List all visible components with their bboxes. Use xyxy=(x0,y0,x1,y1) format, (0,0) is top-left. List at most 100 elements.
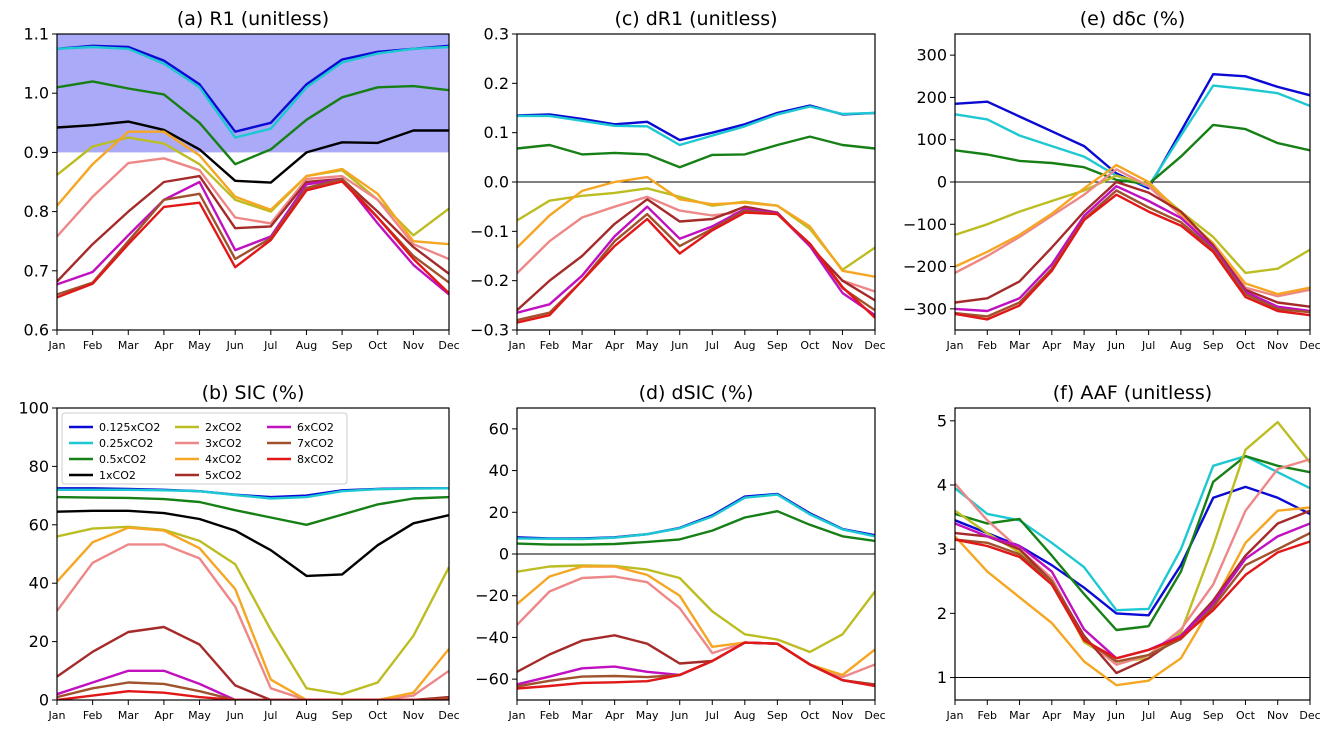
x-tick-label: Nov xyxy=(403,709,425,722)
plot-area xyxy=(955,420,1310,687)
y-tick-label: −0.3 xyxy=(470,321,509,340)
y-tick-label: 60 xyxy=(489,419,509,438)
legend: 0.125xCO2 0.25xCO2 0.5xCO2 1xCO2 2xCO2 3xCO2 4… xyxy=(61,412,348,485)
series-line-8xCO2 xyxy=(955,193,1310,321)
x-tick-label: Mar xyxy=(572,709,593,722)
x-tick-label: May xyxy=(1073,339,1096,352)
plot-area xyxy=(57,487,449,700)
legend-label: 3xCO2 xyxy=(205,437,242,450)
y-tick-label: 0 xyxy=(937,173,947,192)
y-tick-label: 0.9 xyxy=(24,143,49,162)
x-tick-label: Nov xyxy=(832,339,854,352)
x-tick-label: Aug xyxy=(1170,709,1191,722)
series-line-4xCO2 xyxy=(955,163,1310,296)
y-tick-label: −200 xyxy=(903,257,947,276)
x-tick-label: Jan xyxy=(48,709,66,722)
x-tick-label: May xyxy=(636,709,659,722)
y-tick-label: 300 xyxy=(916,46,947,65)
x-tick-label: Apr xyxy=(605,709,625,722)
legend-box xyxy=(61,412,348,485)
x-tick-label: Oct xyxy=(368,339,388,352)
panel-title: (b) SIC (%) xyxy=(202,382,305,404)
y-tick-label: 40 xyxy=(29,574,49,593)
series-line-6xCO2 xyxy=(517,205,875,317)
y-tick-label: 1.0 xyxy=(24,84,49,103)
legend-label: 4xCO2 xyxy=(205,453,242,466)
series-line-1xCO2 xyxy=(57,509,449,578)
y-tick-label: 200 xyxy=(916,88,947,107)
y-tick-label: 0.0 xyxy=(484,173,509,192)
panel-title: (d) dSIC (%) xyxy=(639,382,754,404)
x-tick-label: Mar xyxy=(1009,339,1030,352)
panel-2: (c) dR1 (unitless) −0.3 −0.2 −0.1 0.0 0.1 0.2 0… xyxy=(470,8,886,352)
series-line-6xCO2 xyxy=(517,641,875,688)
series-line-8xCO2 xyxy=(955,538,1310,660)
series-line-7xCO2 xyxy=(517,641,875,688)
series-line-4xCO2 xyxy=(955,506,1310,687)
y-tick-label: 1 xyxy=(937,668,947,687)
x-tick-label: Apr xyxy=(154,709,174,722)
x-tick-label: Dec xyxy=(1299,709,1320,722)
series-line-8xCO2 xyxy=(57,180,449,299)
x-tick-label: Jul xyxy=(705,709,719,722)
x-tick-label: Aug xyxy=(734,339,755,352)
y-tick-label: 5 xyxy=(937,411,947,430)
series-line-5xCO2 xyxy=(57,174,449,283)
y-tick-label: −0.2 xyxy=(470,271,509,290)
y-tick-label: −0.1 xyxy=(470,222,509,241)
x-tick-label: Dec xyxy=(438,709,459,722)
x-tick-label: Sep xyxy=(1203,339,1224,352)
x-tick-label: Dec xyxy=(1299,339,1320,352)
x-tick-label: Mar xyxy=(118,709,139,722)
y-tick-label: 2 xyxy=(937,604,947,623)
x-tick-label: Nov xyxy=(1267,339,1289,352)
series-line-5xCO2 xyxy=(955,509,1310,675)
plot-area xyxy=(517,104,875,324)
legend-label: 5xCO2 xyxy=(205,469,242,482)
y-tick-label: 20 xyxy=(489,503,509,522)
panel-4: (b) SIC (%) 0 20 40 60 80 100 Jan Feb Mar Apr May Ju… xyxy=(18,382,459,722)
panel-title: (f) AAF (unitless) xyxy=(1053,382,1212,404)
x-tick-label: Sep xyxy=(767,709,788,722)
x-tick-label: Feb xyxy=(978,339,997,352)
x-tick-label: Jul xyxy=(705,339,719,352)
x-tick-label: Mar xyxy=(1009,709,1030,722)
series-line-5xCO2 xyxy=(955,180,1310,308)
x-tick-label: Aug xyxy=(296,709,317,722)
x-tick-label: Jul xyxy=(1141,709,1155,722)
series-line-0.25xCO2 xyxy=(517,105,875,147)
x-tick-label: Jun xyxy=(226,339,244,352)
x-tick-label: Jan xyxy=(508,339,526,352)
series-line-0.25xCO2 xyxy=(57,45,449,139)
x-tick-label: Jan xyxy=(946,339,964,352)
x-tick-label: Jan xyxy=(946,709,964,722)
series-line-8xCO2 xyxy=(57,690,449,700)
plot-area xyxy=(955,72,1310,321)
series-line-0.5xCO2 xyxy=(955,123,1310,186)
x-tick-label: Dec xyxy=(864,709,885,722)
y-tick-label: 0.1 xyxy=(484,123,509,142)
axes-frame xyxy=(954,407,1311,701)
series-line-0.5xCO2 xyxy=(517,135,875,169)
x-tick-label: Jun xyxy=(226,709,244,722)
x-tick-label: Oct xyxy=(800,709,820,722)
x-tick-label: May xyxy=(188,339,211,352)
x-tick-label: Sep xyxy=(332,709,353,722)
series-line-1xCO2 xyxy=(57,120,449,184)
series-line-7xCO2 xyxy=(955,189,1310,318)
series-line-4xCO2 xyxy=(517,175,875,278)
x-tick-label: Apr xyxy=(605,339,625,352)
x-tick-label: May xyxy=(636,339,659,352)
y-tick-label: 0.8 xyxy=(24,202,49,221)
panel-title: (a) R1 (unitless) xyxy=(177,8,329,30)
x-tick-label: Aug xyxy=(1170,339,1191,352)
x-tick-label: Jun xyxy=(670,709,688,722)
series-line-0.5xCO2 xyxy=(57,80,449,166)
series-line-4xCO2 xyxy=(57,130,449,246)
axes-frame xyxy=(56,33,450,331)
x-tick-label: Mar xyxy=(572,339,593,352)
panel-6: (f) AAF (unitless) 1 2 3 4 5 Jan Feb Mar Apr May Ju… xyxy=(937,382,1321,722)
series-line-3xCO2 xyxy=(955,168,1310,298)
series-line-7xCO2 xyxy=(57,681,449,700)
